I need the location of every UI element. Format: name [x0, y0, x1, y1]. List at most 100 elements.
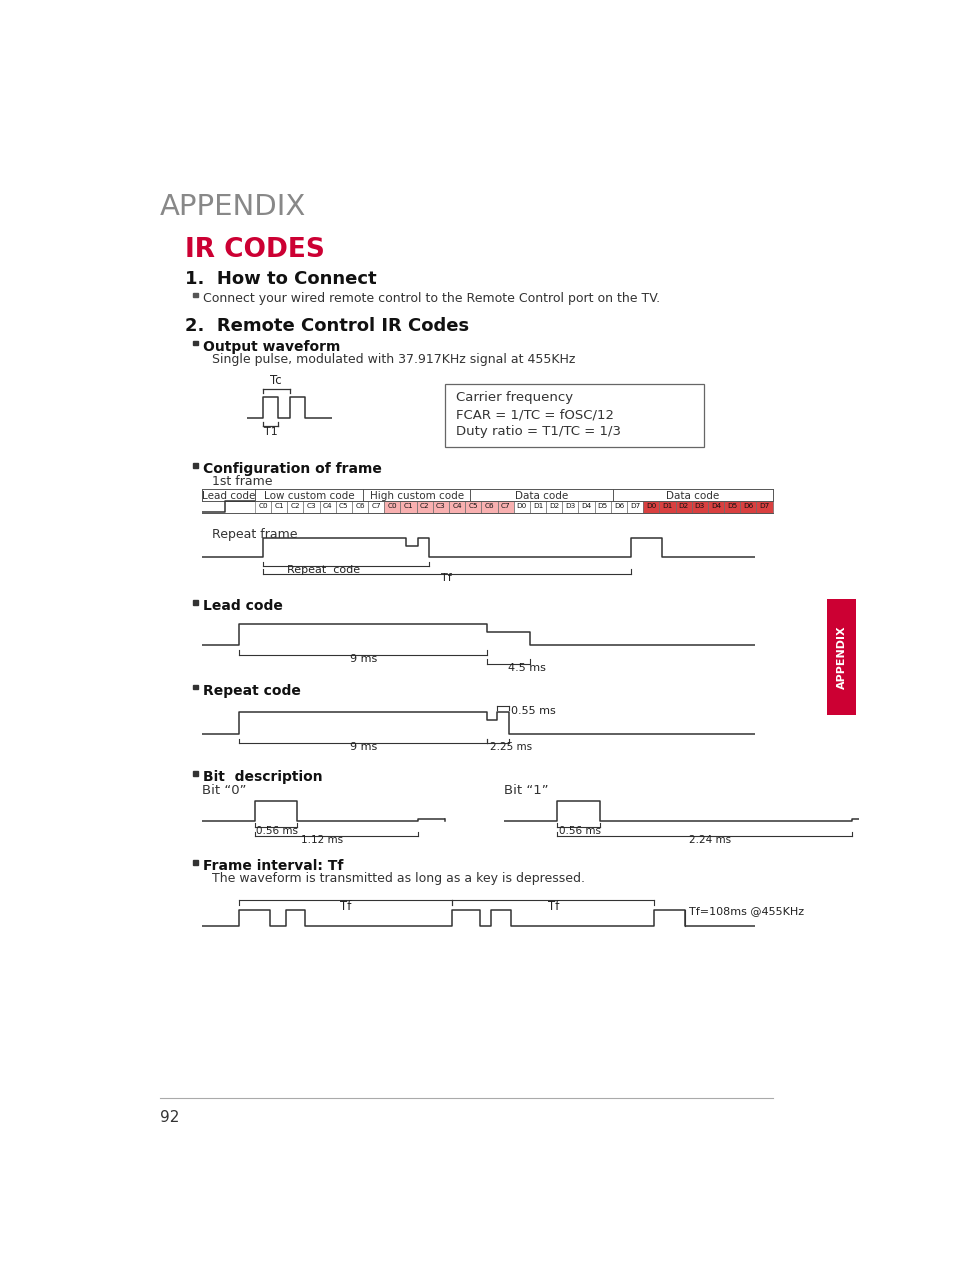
- Text: Bit “0”: Bit “0”: [202, 784, 247, 798]
- Text: Lead code: Lead code: [203, 599, 282, 613]
- Text: 9 ms: 9 ms: [350, 654, 376, 664]
- Text: C5: C5: [338, 502, 348, 509]
- Text: D0: D0: [645, 502, 656, 509]
- Bar: [529, 501, 545, 513]
- Text: C2: C2: [291, 502, 300, 509]
- Bar: [691, 501, 707, 513]
- Text: C3: C3: [436, 502, 445, 509]
- Text: FCAR = 1/TC = fOSC/12: FCAR = 1/TC = fOSC/12: [456, 408, 613, 421]
- Bar: [444, 384, 703, 446]
- Text: The waveform is transmitted as long as a key is depressed.: The waveform is transmitted as long as a…: [212, 871, 584, 885]
- Bar: [335, 501, 352, 513]
- Bar: [193, 860, 197, 865]
- Text: C4: C4: [322, 502, 333, 509]
- Text: Tf: Tf: [339, 899, 351, 912]
- Text: D5: D5: [726, 502, 737, 509]
- Text: High custom code: High custom code: [370, 491, 463, 501]
- Bar: [826, 599, 856, 715]
- Text: D4: D4: [580, 502, 591, 509]
- Text: C5: C5: [468, 502, 477, 509]
- Bar: [481, 501, 497, 513]
- Text: 2.  Remote Control IR Codes: 2. Remote Control IR Codes: [185, 317, 469, 335]
- Bar: [193, 463, 197, 468]
- Bar: [193, 341, 197, 345]
- Text: D6: D6: [613, 502, 623, 509]
- Bar: [319, 501, 335, 513]
- Text: 0.56 ms: 0.56 ms: [256, 827, 298, 837]
- Bar: [513, 501, 529, 513]
- Bar: [675, 501, 691, 513]
- Text: Duty ratio = T1/TC = 1/3: Duty ratio = T1/TC = 1/3: [456, 425, 620, 439]
- Bar: [610, 501, 626, 513]
- Text: C2: C2: [419, 502, 429, 509]
- Text: D3: D3: [694, 502, 704, 509]
- Bar: [740, 501, 756, 513]
- Bar: [433, 501, 449, 513]
- Bar: [193, 771, 197, 776]
- Bar: [465, 501, 481, 513]
- Bar: [193, 293, 197, 298]
- Text: C6: C6: [484, 502, 494, 509]
- Text: Bit  description: Bit description: [203, 770, 322, 784]
- Bar: [271, 501, 287, 513]
- Text: C7: C7: [500, 502, 510, 509]
- Bar: [193, 600, 197, 604]
- Text: D2: D2: [678, 502, 688, 509]
- Text: D4: D4: [710, 502, 720, 509]
- Text: 0.55 ms: 0.55 ms: [511, 706, 556, 715]
- Text: Repeat frame: Repeat frame: [212, 528, 297, 541]
- Text: 1.12 ms: 1.12 ms: [301, 834, 343, 845]
- Bar: [561, 501, 578, 513]
- Text: 1.  How to Connect: 1. How to Connect: [185, 270, 376, 287]
- Text: D2: D2: [549, 502, 558, 509]
- Text: D3: D3: [564, 502, 575, 509]
- Text: APPENDIX: APPENDIX: [159, 192, 306, 220]
- Text: Tf: Tf: [440, 574, 451, 583]
- Text: Tf: Tf: [547, 899, 558, 912]
- Text: Data code: Data code: [515, 491, 568, 501]
- Text: D5: D5: [597, 502, 607, 509]
- Text: D6: D6: [742, 502, 753, 509]
- Text: 0.56 ms: 0.56 ms: [558, 827, 600, 837]
- Text: Output waveform: Output waveform: [203, 340, 340, 354]
- Bar: [416, 501, 433, 513]
- Text: D0: D0: [517, 502, 526, 509]
- Text: IR CODES: IR CODES: [185, 238, 325, 263]
- Text: Repeat  code: Repeat code: [287, 565, 360, 575]
- Text: Bit “1”: Bit “1”: [504, 784, 549, 798]
- Text: 92: 92: [159, 1109, 179, 1124]
- Bar: [626, 501, 642, 513]
- Bar: [400, 501, 416, 513]
- Text: Configuration of frame: Configuration of frame: [203, 462, 381, 476]
- Text: C1: C1: [403, 502, 413, 509]
- Text: C3: C3: [306, 502, 316, 509]
- Bar: [303, 501, 319, 513]
- Bar: [545, 501, 561, 513]
- Text: C4: C4: [452, 502, 461, 509]
- Bar: [642, 501, 659, 513]
- Text: 4.5 ms: 4.5 ms: [508, 663, 546, 673]
- Text: C1: C1: [274, 502, 284, 509]
- Text: Frame interval: Tf: Frame interval: Tf: [203, 860, 343, 874]
- Text: 1st frame: 1st frame: [212, 476, 273, 488]
- Text: APPENDIX: APPENDIX: [836, 625, 845, 689]
- Text: C7: C7: [371, 502, 380, 509]
- Bar: [723, 501, 740, 513]
- Text: Carrier frequency: Carrier frequency: [456, 392, 572, 404]
- Bar: [449, 501, 465, 513]
- Bar: [368, 501, 384, 513]
- Text: T1: T1: [264, 427, 277, 436]
- Text: 2.24 ms: 2.24 ms: [688, 834, 730, 845]
- Bar: [497, 501, 513, 513]
- Text: D1: D1: [661, 502, 672, 509]
- Text: Connect your wired remote control to the Remote Control port on the TV.: Connect your wired remote control to the…: [203, 293, 659, 305]
- Text: D7: D7: [759, 502, 769, 509]
- Text: Single pulse, modulated with 37.917KHz signal at 455KHz: Single pulse, modulated with 37.917KHz s…: [212, 352, 575, 366]
- Bar: [193, 684, 197, 689]
- Text: Repeat code: Repeat code: [203, 684, 300, 698]
- Text: Low custom code: Low custom code: [264, 491, 355, 501]
- Text: C0: C0: [387, 502, 396, 509]
- Bar: [384, 501, 400, 513]
- Bar: [594, 501, 610, 513]
- Text: D1: D1: [533, 502, 542, 509]
